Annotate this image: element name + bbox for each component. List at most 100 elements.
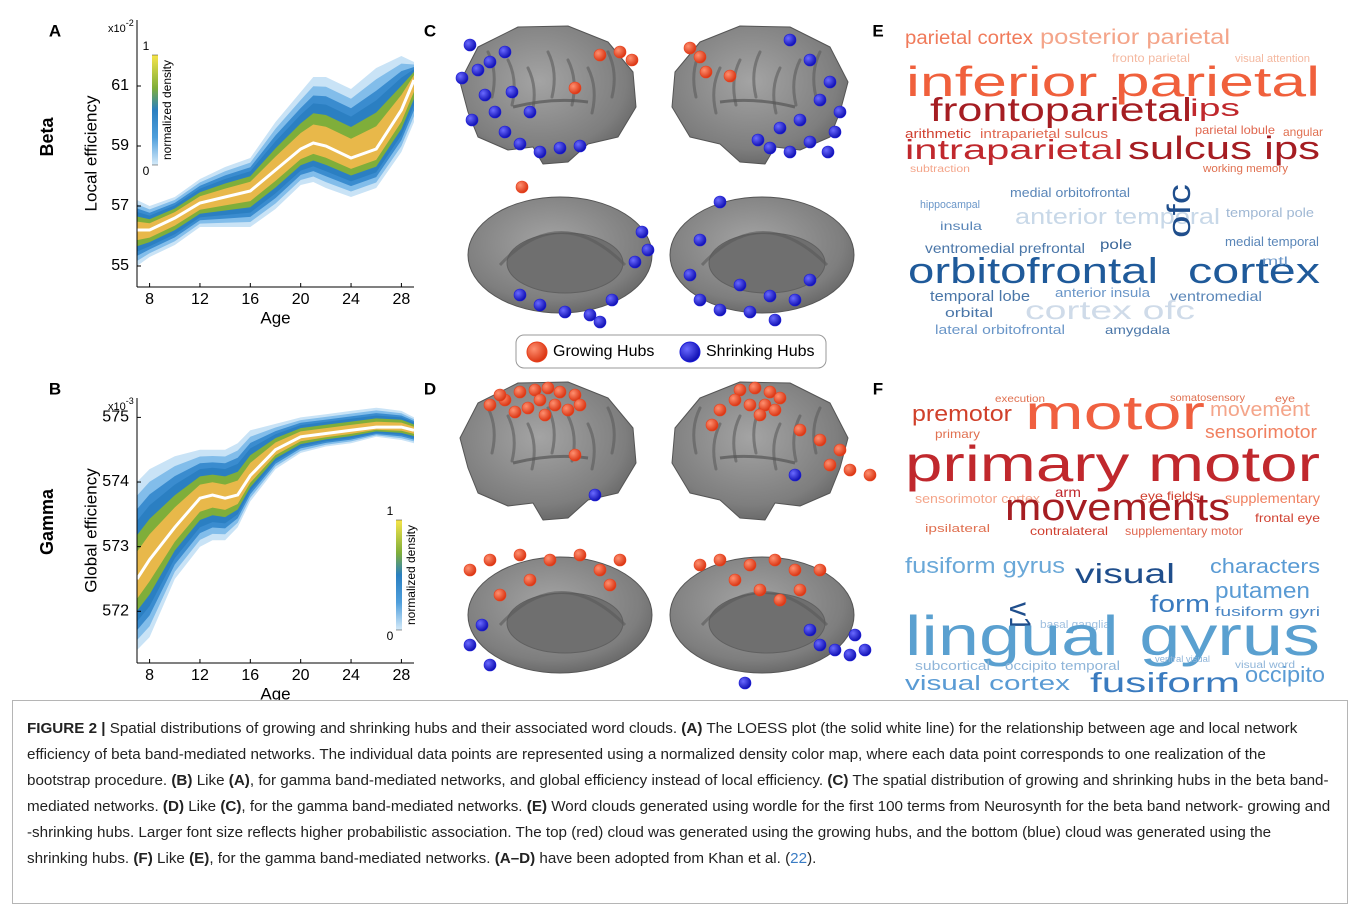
caption-text: FIGURE 2 | (27, 720, 106, 737)
word: visual cortex (905, 673, 1070, 695)
word: amygdala (1105, 323, 1170, 337)
word: occipito (1245, 662, 1325, 687)
axis-scale-exponent: -3 (126, 396, 134, 406)
hub-dot (539, 409, 551, 421)
hub-dot (804, 54, 816, 66)
hub-dot (464, 39, 476, 51)
panel-letter: E (872, 21, 883, 40)
hub-dot (814, 434, 826, 446)
hub-dot (822, 146, 834, 158)
hub-dot (706, 419, 718, 431)
word: frontoparietal (930, 91, 1192, 128)
hub-dot (769, 404, 781, 416)
x-tick-label: 12 (191, 291, 209, 308)
word: mtl (1262, 254, 1288, 268)
hub-dot (789, 564, 801, 576)
hub-dot (484, 399, 496, 411)
x-tick-label: 20 (292, 291, 310, 308)
hub-dot (594, 316, 606, 328)
legend-swatch (680, 342, 700, 362)
word: sulcus ips (1128, 130, 1320, 166)
hub-dot (514, 289, 526, 301)
colorbar-tick-label: 0 (143, 164, 150, 178)
word: subcortical (915, 658, 990, 673)
caption-text: (C) (220, 798, 241, 815)
hub-dot (859, 644, 871, 656)
hub-dot (714, 196, 726, 208)
hub-dot (789, 294, 801, 306)
medial-wall (507, 233, 623, 293)
hub-dot (569, 82, 581, 94)
y-tick-label: 55 (111, 257, 129, 274)
hub-dot (794, 114, 806, 126)
density-plot: 5557596181216202428AgeLocal efficiencyx1… (81, 18, 414, 327)
word: fusiform (1090, 667, 1240, 698)
hub-dot (484, 659, 496, 671)
legend: Growing Hubs Shrinking Hubs (516, 335, 826, 368)
citation-link[interactable]: 22 (790, 850, 807, 867)
hub-dot (464, 639, 476, 651)
hub-dot (534, 146, 546, 158)
caption-text: (A) (229, 772, 250, 789)
caption-text: (C) (827, 772, 848, 789)
medial-wall (709, 593, 825, 653)
caption-text: ). (807, 850, 816, 867)
hub-dot (739, 677, 751, 689)
hub-dot (694, 294, 706, 306)
hub-dot (466, 114, 478, 126)
page: ABCDEFBetaGamma5557596181216202428AgeLoc… (0, 0, 1360, 916)
plot-area (137, 408, 414, 650)
word: contralateral (1030, 524, 1108, 538)
hub-dot (694, 234, 706, 246)
word: characters (1210, 556, 1320, 578)
hub-dot (784, 146, 796, 158)
word: parietal cortex (905, 28, 1034, 49)
hub-dot (534, 394, 546, 406)
word-cloud: fusiform gyrusvisualcharactersv1putamenf… (905, 553, 1325, 698)
panel-letter: B (49, 379, 61, 398)
hub-dot (569, 449, 581, 461)
caption-text: have been adopted from Khan et al. ( (535, 850, 790, 867)
hub-dot (484, 56, 496, 68)
word: lateral orbitofrontal (935, 322, 1065, 337)
hub-dot (479, 89, 491, 101)
caption-text: (E) (189, 850, 209, 867)
x-tick-label: 8 (145, 291, 154, 308)
hub-dot (714, 304, 726, 316)
hub-dot (514, 386, 526, 398)
word: ventral visual (1155, 654, 1210, 664)
word: medial temporal (1225, 234, 1319, 249)
word: movement (1210, 399, 1310, 421)
colorbar (396, 520, 402, 630)
hub-dot (764, 142, 776, 154)
axis-scale-base: x10 (108, 401, 126, 413)
caption-text: (D) (163, 798, 184, 815)
hub-dot (794, 424, 806, 436)
hub-dot (522, 402, 534, 414)
x-tick-label: 28 (393, 667, 411, 684)
colorbar-tick-label: 0 (387, 629, 394, 643)
hub-dot (554, 142, 566, 154)
hub-dot (642, 244, 654, 256)
legend-label: Shrinking Hubs (706, 343, 815, 360)
x-tick-label: 24 (342, 667, 360, 684)
word: insula (940, 219, 982, 233)
hub-dot (814, 564, 826, 576)
word: primary motor (905, 436, 1320, 492)
axis-scale-exponent: -2 (126, 18, 134, 28)
legend-label: Growing Hubs (553, 343, 654, 360)
caption-text: Like (184, 798, 220, 815)
medial-wall (507, 593, 623, 653)
hub-dot (694, 51, 706, 63)
x-tick-label: 12 (191, 667, 209, 684)
colorbar-label: normalized density (160, 60, 174, 160)
word: premotor (912, 401, 1012, 426)
y-tick-label: 59 (111, 137, 129, 154)
hub-dot (499, 126, 511, 138)
word: temporal pole (1226, 205, 1314, 220)
word: cortex (1188, 250, 1320, 291)
hub-dot (614, 46, 626, 58)
word: subtraction (910, 164, 970, 175)
hub-dot (794, 584, 806, 596)
